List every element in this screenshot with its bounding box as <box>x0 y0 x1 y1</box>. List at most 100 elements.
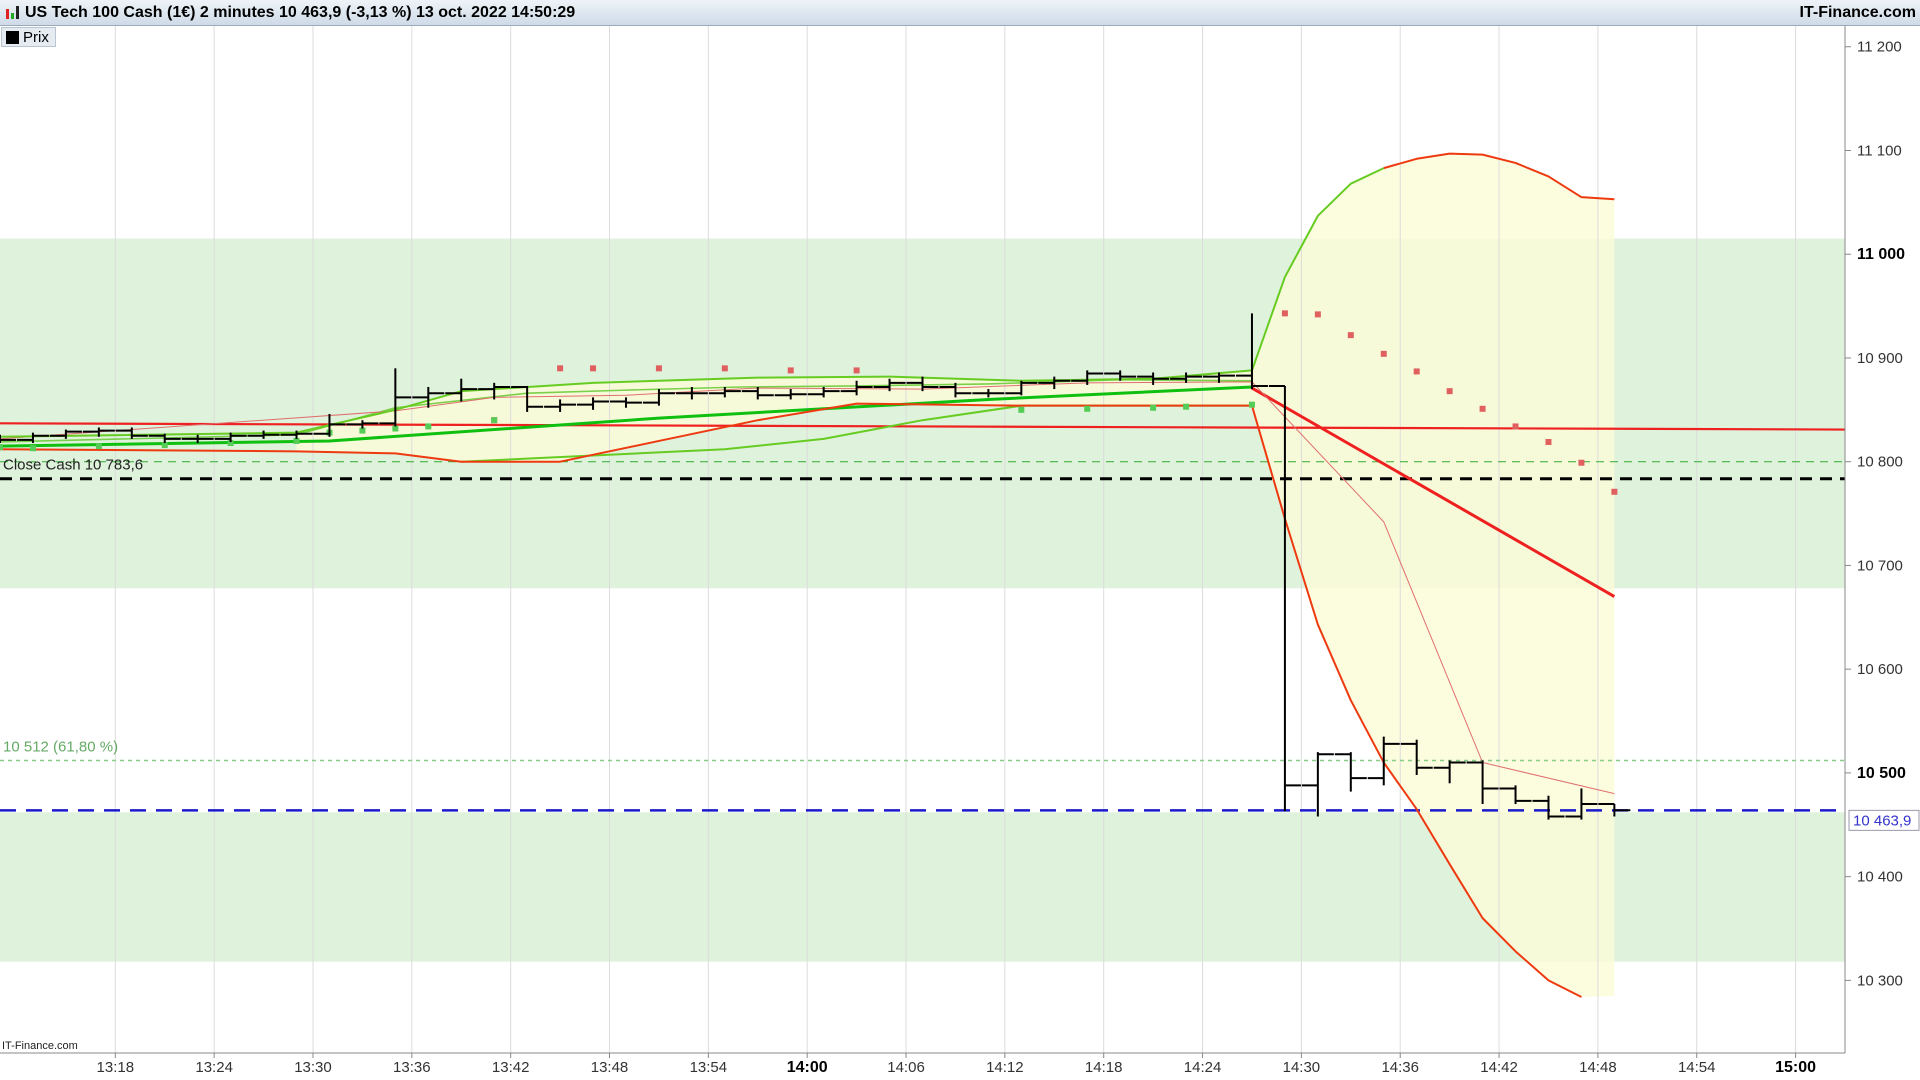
ohlc-bar <box>906 376 939 392</box>
ohlc-bar <box>1367 736 1400 786</box>
x-tick-label: 14:30 <box>1283 1059 1321 1076</box>
ohlc-bar <box>1071 370 1104 385</box>
ohlc-bar <box>577 397 610 410</box>
last-price-box <box>1848 809 1920 831</box>
ohlc-bar <box>49 429 82 439</box>
y-tick-label: 11 100 <box>1857 142 1902 159</box>
sar-dot-green <box>95 443 102 450</box>
ohlc-bar <box>1499 785 1532 805</box>
brand-link[interactable]: IT-Finance.com <box>1799 4 1916 21</box>
y-tick-label: 10 800 <box>1857 454 1903 471</box>
legend-label: Prix <box>23 28 49 46</box>
candlestick-logo-icon <box>6 6 20 20</box>
ohlc-bar <box>1598 803 1631 817</box>
ohlc-bar <box>1235 313 1268 390</box>
x-tick-label: 13:30 <box>294 1059 332 1076</box>
x-tick-label: 15:00 <box>1775 1059 1816 1076</box>
ohlc-bar <box>675 387 708 400</box>
ohlc-bar <box>1104 370 1137 381</box>
x-tick-label: 13:48 <box>591 1059 629 1076</box>
upper-band-red-line <box>1383 152 1615 201</box>
ohlc-bar <box>1532 795 1565 820</box>
y-tick-label: 10 400 <box>1857 869 1903 886</box>
sar-dot-red <box>1545 438 1552 445</box>
lower-band-red-line <box>0 402 1582 998</box>
ohlc-bar <box>16 432 49 444</box>
sar-dot-green <box>491 417 498 424</box>
x-tick-label: 14:24 <box>1184 1059 1222 1076</box>
sar-dot-red <box>1512 423 1519 430</box>
ohlc-bar <box>1400 739 1433 775</box>
upper-band-line <box>0 167 1385 438</box>
chart-title: US Tech 100 Cash (1€) 2 minutes 10 463,9… <box>6 4 575 22</box>
chart-title-text: US Tech 100 Cash (1€) 2 minutes 10 463,9… <box>25 4 576 21</box>
sar-dot-red <box>1281 310 1288 317</box>
x-tick-label: 13:54 <box>690 1059 728 1076</box>
y-tick-label: 10 600 <box>1857 661 1903 678</box>
ohlc-bar <box>1203 372 1236 383</box>
sar-dot-green <box>1084 405 1091 412</box>
sar-dot-red <box>590 365 597 372</box>
ohlc-bar <box>478 382 511 400</box>
ohlc-bar <box>1301 752 1334 817</box>
ohlc-bar <box>642 389 675 406</box>
sar-dot-green <box>392 425 399 432</box>
legend-swatch <box>6 30 19 44</box>
y-tick-label: 11 200 <box>1857 39 1902 56</box>
sar-dot-green <box>227 440 234 447</box>
sar-dot-green <box>293 437 300 444</box>
ohlc-bar <box>346 420 379 429</box>
x-tick-label: 14:48 <box>1579 1059 1617 1076</box>
sar-dot-red <box>853 367 860 374</box>
ohlc-bar <box>82 427 115 437</box>
ohlc-bar <box>280 430 313 439</box>
ohlc-bar <box>873 378 906 392</box>
ohlc-bar <box>115 427 148 439</box>
sar-dot-green <box>1183 403 1190 410</box>
x-tick-label: 13:24 <box>195 1059 233 1076</box>
x-tick-label: 14:00 <box>787 1059 828 1076</box>
ohlc-bar <box>840 380 873 396</box>
x-tick-label: 13:36 <box>393 1059 431 1076</box>
ohlc-bar <box>1268 384 1301 812</box>
ohlc-bar <box>544 399 577 412</box>
sar-dot-green <box>29 445 36 452</box>
y-tick-label: 11 000 <box>1857 246 1905 263</box>
y-tick-label: 10 900 <box>1857 350 1903 367</box>
ohlc-bar <box>1170 372 1203 383</box>
sar-dot-green <box>359 427 366 434</box>
sar-dot-red <box>1479 405 1486 412</box>
sar-dot-green <box>0 444 3 451</box>
red-horizontal-line <box>0 422 1846 431</box>
sar-dot-green <box>161 442 168 449</box>
ohlc-bar <box>1334 752 1367 792</box>
x-tick-label: 13:18 <box>97 1059 135 1076</box>
sar-dot-green <box>1150 404 1157 411</box>
y-tick-label: 10 700 <box>1857 557 1903 574</box>
sar-dot-red <box>1611 488 1618 495</box>
ohlc-bar <box>609 397 642 408</box>
sar-dot-red <box>721 365 728 372</box>
ohlc-bar <box>1466 760 1499 805</box>
last-price-label: 10 463,9 <box>1853 812 1911 829</box>
red-projection-line <box>1251 386 1616 598</box>
price-chart[interactable]: 10 300 10 400 10 500 10 600 10 700 10 800 10 9… <box>0 26 1920 1080</box>
y-tick-label: 10 300 <box>1857 972 1903 989</box>
ohlc-bar <box>214 432 247 442</box>
ohlc-bar <box>379 368 412 427</box>
x-tick-label: 14:06 <box>887 1059 925 1076</box>
ohlc-bar <box>741 387 774 400</box>
sar-dot-red <box>1578 459 1585 466</box>
ohlc-bar <box>412 387 445 408</box>
legend-prix[interactable]: Prix <box>1 27 56 47</box>
watermark-text: IT-Finance.com <box>2 1040 78 1052</box>
ohlc-bar <box>511 385 544 412</box>
sar-dot-green <box>1248 401 1255 408</box>
x-tick-label: 14:36 <box>1381 1059 1419 1076</box>
sar-dot-red <box>1347 332 1354 339</box>
ohlc-bar <box>939 382 972 398</box>
ohlc-bar <box>708 387 741 398</box>
ohlc-bar <box>247 430 280 439</box>
ohlc-bar <box>774 389 807 400</box>
ohlc-bar <box>1005 380 1038 396</box>
